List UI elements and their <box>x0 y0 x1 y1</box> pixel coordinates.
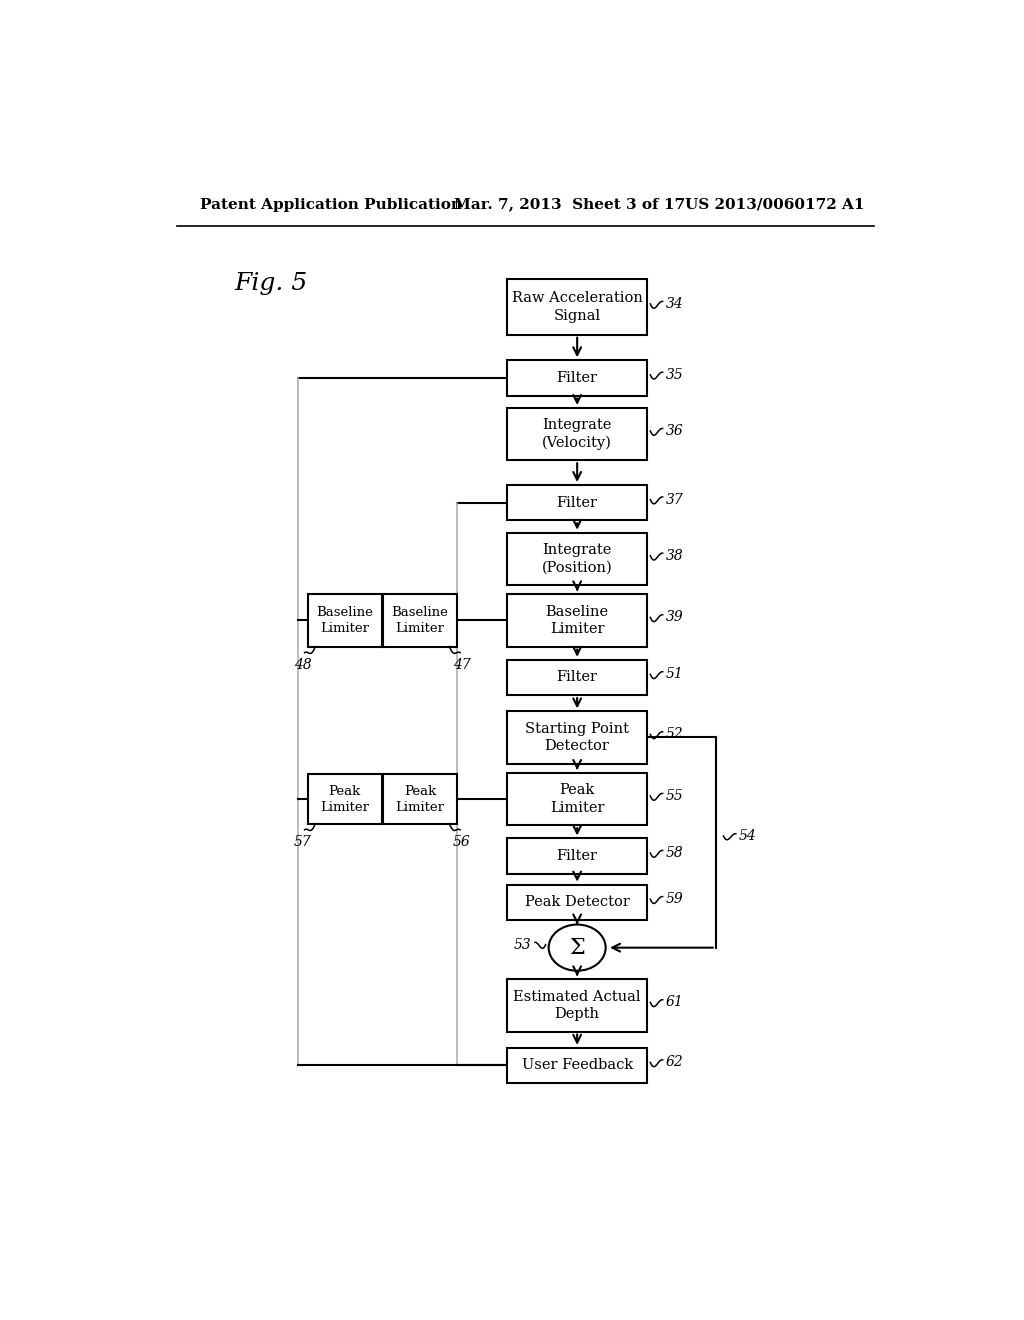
Text: 59: 59 <box>666 892 683 906</box>
Text: Integrate
(Position): Integrate (Position) <box>542 543 612 574</box>
Text: Estimated Actual
Depth: Estimated Actual Depth <box>513 990 641 1022</box>
Text: Filter: Filter <box>557 495 598 510</box>
Text: 38: 38 <box>666 549 683 562</box>
Text: Baseline
Limiter: Baseline Limiter <box>391 606 449 635</box>
Text: Filter: Filter <box>557 371 598 385</box>
Text: 34: 34 <box>666 297 683 312</box>
Bar <box>507 1048 647 1084</box>
Text: 52: 52 <box>666 727 683 742</box>
Bar <box>307 594 382 647</box>
Text: Baseline
Limiter: Baseline Limiter <box>316 606 373 635</box>
Bar <box>507 774 647 825</box>
Ellipse shape <box>549 924 605 970</box>
Bar <box>507 979 647 1032</box>
Text: 39: 39 <box>666 610 683 624</box>
Text: Patent Application Publication: Patent Application Publication <box>200 198 462 211</box>
Bar <box>507 884 647 920</box>
Text: Integrate
(Velocity): Integrate (Velocity) <box>543 418 612 450</box>
Text: 55: 55 <box>666 789 683 803</box>
Bar <box>507 838 647 874</box>
Bar <box>507 711 647 763</box>
Text: Fig. 5: Fig. 5 <box>234 272 307 294</box>
Text: Peak Detector: Peak Detector <box>524 895 630 909</box>
Text: Peak
Limiter: Peak Limiter <box>550 783 604 814</box>
Text: 58: 58 <box>666 846 683 859</box>
Bar <box>307 775 382 824</box>
Text: Filter: Filter <box>557 849 598 863</box>
Text: Filter: Filter <box>557 671 598 684</box>
Text: 56: 56 <box>453 836 471 849</box>
Text: 54: 54 <box>739 829 757 843</box>
Text: 35: 35 <box>666 368 683 381</box>
Text: 37: 37 <box>666 492 683 507</box>
Text: Peak
Limiter: Peak Limiter <box>321 784 369 813</box>
Text: Σ: Σ <box>569 937 585 958</box>
Bar <box>507 360 647 396</box>
Text: Peak
Limiter: Peak Limiter <box>395 784 444 813</box>
Text: 48: 48 <box>294 659 312 672</box>
Text: Raw Acceleration
Signal: Raw Acceleration Signal <box>512 292 643 322</box>
Bar <box>507 408 647 461</box>
Text: 62: 62 <box>666 1056 683 1069</box>
Bar <box>507 533 647 585</box>
Bar <box>507 660 647 696</box>
Bar <box>507 484 647 520</box>
Text: US 2013/0060172 A1: US 2013/0060172 A1 <box>685 198 864 211</box>
Bar <box>383 775 457 824</box>
Text: 36: 36 <box>666 424 683 438</box>
Bar <box>507 280 647 335</box>
Text: 47: 47 <box>453 659 471 672</box>
Bar <box>383 594 457 647</box>
Text: Starting Point
Detector: Starting Point Detector <box>525 722 629 754</box>
Text: 53: 53 <box>514 939 531 952</box>
Text: Mar. 7, 2013  Sheet 3 of 17: Mar. 7, 2013 Sheet 3 of 17 <box>454 198 685 211</box>
Text: 61: 61 <box>666 995 683 1010</box>
Text: Baseline
Limiter: Baseline Limiter <box>546 605 608 636</box>
Text: 57: 57 <box>294 836 312 849</box>
Bar <box>507 594 647 647</box>
Text: User Feedback: User Feedback <box>521 1059 633 1072</box>
Text: 51: 51 <box>666 668 683 681</box>
